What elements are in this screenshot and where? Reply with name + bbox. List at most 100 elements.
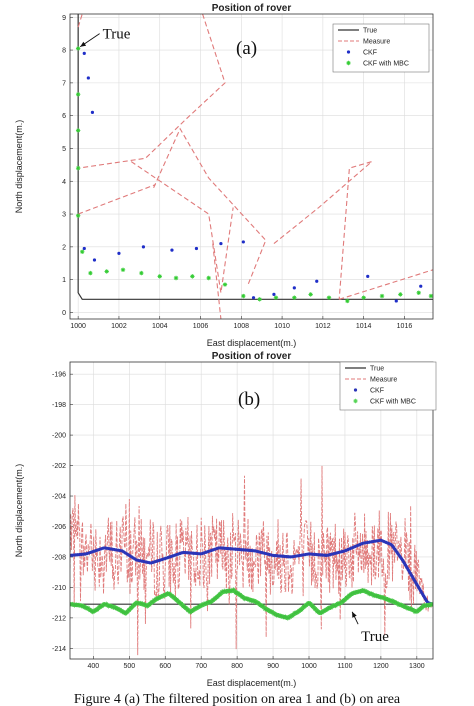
ckf-mbc-point bbox=[126, 607, 132, 613]
ckf-point bbox=[141, 245, 146, 249]
ckf-mbc-point bbox=[108, 603, 114, 609]
ckf-point bbox=[82, 246, 86, 251]
ckf-mbc-point bbox=[92, 608, 98, 613]
x-tick-label: 1008 bbox=[234, 323, 250, 330]
ckf-mbc-point bbox=[376, 594, 381, 599]
ckf-mbc-point bbox=[241, 293, 246, 299]
ckf-mbc-point bbox=[235, 590, 241, 596]
ckf-mbc-point bbox=[267, 608, 273, 614]
legend: True Measure CKF CKF with MBC bbox=[332, 23, 430, 73]
ckf-mbc-point bbox=[364, 589, 370, 595]
ckf-mbc-point bbox=[190, 274, 195, 279]
ckf-mbc-point bbox=[174, 597, 180, 603]
ckf-mbc-point bbox=[392, 599, 397, 605]
ckf-mbc-point bbox=[74, 602, 80, 608]
y-tick-label: 5 bbox=[62, 146, 66, 153]
x-tick-label: 1004 bbox=[152, 323, 168, 330]
ckf-mbc-point bbox=[194, 605, 200, 611]
ckf-mbc-point bbox=[323, 607, 329, 613]
ckf-mbc-point bbox=[104, 269, 109, 274]
ckf-mbc-point bbox=[212, 595, 218, 601]
y-tick-label: -214 bbox=[52, 646, 66, 653]
ckf-mbc-point bbox=[75, 92, 81, 97]
ckf-mbc-point bbox=[192, 606, 198, 612]
ckf-mbc-point bbox=[208, 599, 214, 605]
ckf-mbc-point bbox=[326, 295, 332, 300]
ckf-mbc-point bbox=[103, 601, 109, 607]
series-line-measure bbox=[153, 127, 267, 287]
ckf-mbc-point bbox=[428, 293, 433, 299]
ckf-mbc-point bbox=[289, 613, 295, 619]
x-tick-label: 900 bbox=[267, 663, 279, 670]
ckf-point bbox=[219, 241, 223, 246]
y-tick-label: -196 bbox=[52, 372, 66, 379]
figure-caption: Figure 4 (a) The filtered position on ar… bbox=[74, 692, 401, 706]
ckf-mbc-point bbox=[410, 607, 415, 613]
ckf-mbc-point bbox=[185, 607, 191, 613]
ckf-mbc-point bbox=[226, 588, 232, 593]
ckf-point bbox=[315, 279, 319, 283]
y-tick-label: 8 bbox=[62, 48, 66, 55]
plot-frame bbox=[69, 361, 434, 660]
y-tick-label: 0 bbox=[62, 310, 66, 317]
x-tick-label: 1014 bbox=[356, 323, 372, 330]
ckf-mbc-point bbox=[382, 596, 388, 602]
series-line-measure bbox=[78, 14, 226, 169]
x-tick-label: 1000 bbox=[301, 663, 317, 670]
ckf-mbc-point bbox=[196, 603, 202, 609]
ckf-mbc-point bbox=[283, 614, 288, 620]
ckf-mbc-point bbox=[156, 595, 161, 601]
ckf-mbc-point bbox=[337, 600, 343, 606]
plot-marks bbox=[75, 14, 433, 319]
ckf-mbc-point bbox=[251, 598, 257, 604]
ckf-mbc-point bbox=[165, 590, 170, 596]
ckf-mbc-point bbox=[342, 597, 347, 603]
ckf-mbc-point bbox=[305, 601, 311, 606]
ckf-mbc-point bbox=[296, 608, 302, 614]
ckf-mbc-point bbox=[414, 608, 420, 614]
legend-label: True bbox=[370, 366, 384, 373]
ckf-mbc-point bbox=[178, 601, 184, 607]
ckf-mbc-point bbox=[190, 608, 195, 614]
chart-panel-b: 400 500 600 700 800 900 1000 1100 1200 1300 -196 -1… bbox=[14, 351, 437, 688]
ckf-mbc-point bbox=[348, 591, 354, 597]
series-ckf bbox=[82, 51, 423, 303]
ckf-mbc-point bbox=[260, 603, 266, 609]
ckf-mbc-point bbox=[271, 611, 277, 617]
ckf-mbc-point bbox=[361, 295, 366, 300]
x-axis-label: East displacement(m.) bbox=[207, 338, 297, 348]
ckf-mbc-point bbox=[403, 604, 409, 610]
ckf-mbc-point bbox=[292, 295, 297, 300]
ckf-mbc-point bbox=[416, 607, 422, 612]
x-tick-label: 1012 bbox=[315, 323, 331, 330]
ckf-point bbox=[251, 296, 256, 300]
ckf-mbc-point bbox=[158, 594, 164, 600]
ckf-mbc-point bbox=[75, 128, 81, 133]
ckf-mbc-point bbox=[319, 610, 325, 615]
ckf-mbc-point bbox=[278, 613, 284, 619]
ckf-mbc-point bbox=[314, 608, 320, 614]
ckf-mbc-point bbox=[221, 588, 227, 594]
ckf-mbc-point bbox=[210, 597, 216, 603]
ckf-mbc-point bbox=[257, 297, 262, 302]
ckf-mbc-point bbox=[299, 607, 304, 613]
legend-label: Measure bbox=[370, 377, 397, 384]
x-tick-label: 1016 bbox=[397, 323, 413, 330]
series-line-measure bbox=[212, 243, 222, 319]
ckf-mbc-point bbox=[75, 213, 81, 218]
series-line-measure bbox=[77, 184, 156, 215]
ckf-mbc-point bbox=[269, 609, 275, 615]
ckf-mbc-point bbox=[75, 165, 81, 171]
ckf-mbc-point bbox=[369, 591, 375, 597]
ckf-mbc-point bbox=[171, 595, 177, 600]
panel-label: (b) bbox=[238, 389, 260, 410]
ckf-mbc-point bbox=[76, 602, 82, 608]
y-tick-label: 7 bbox=[62, 80, 66, 87]
ckf-point bbox=[194, 246, 199, 251]
ckf-mbc-point bbox=[394, 600, 400, 606]
ckf-mbc-point bbox=[149, 599, 155, 605]
ckf-mbc-point bbox=[142, 602, 148, 607]
chart-title: Position of rover bbox=[212, 3, 292, 14]
ckf-mbc-point bbox=[72, 602, 77, 608]
